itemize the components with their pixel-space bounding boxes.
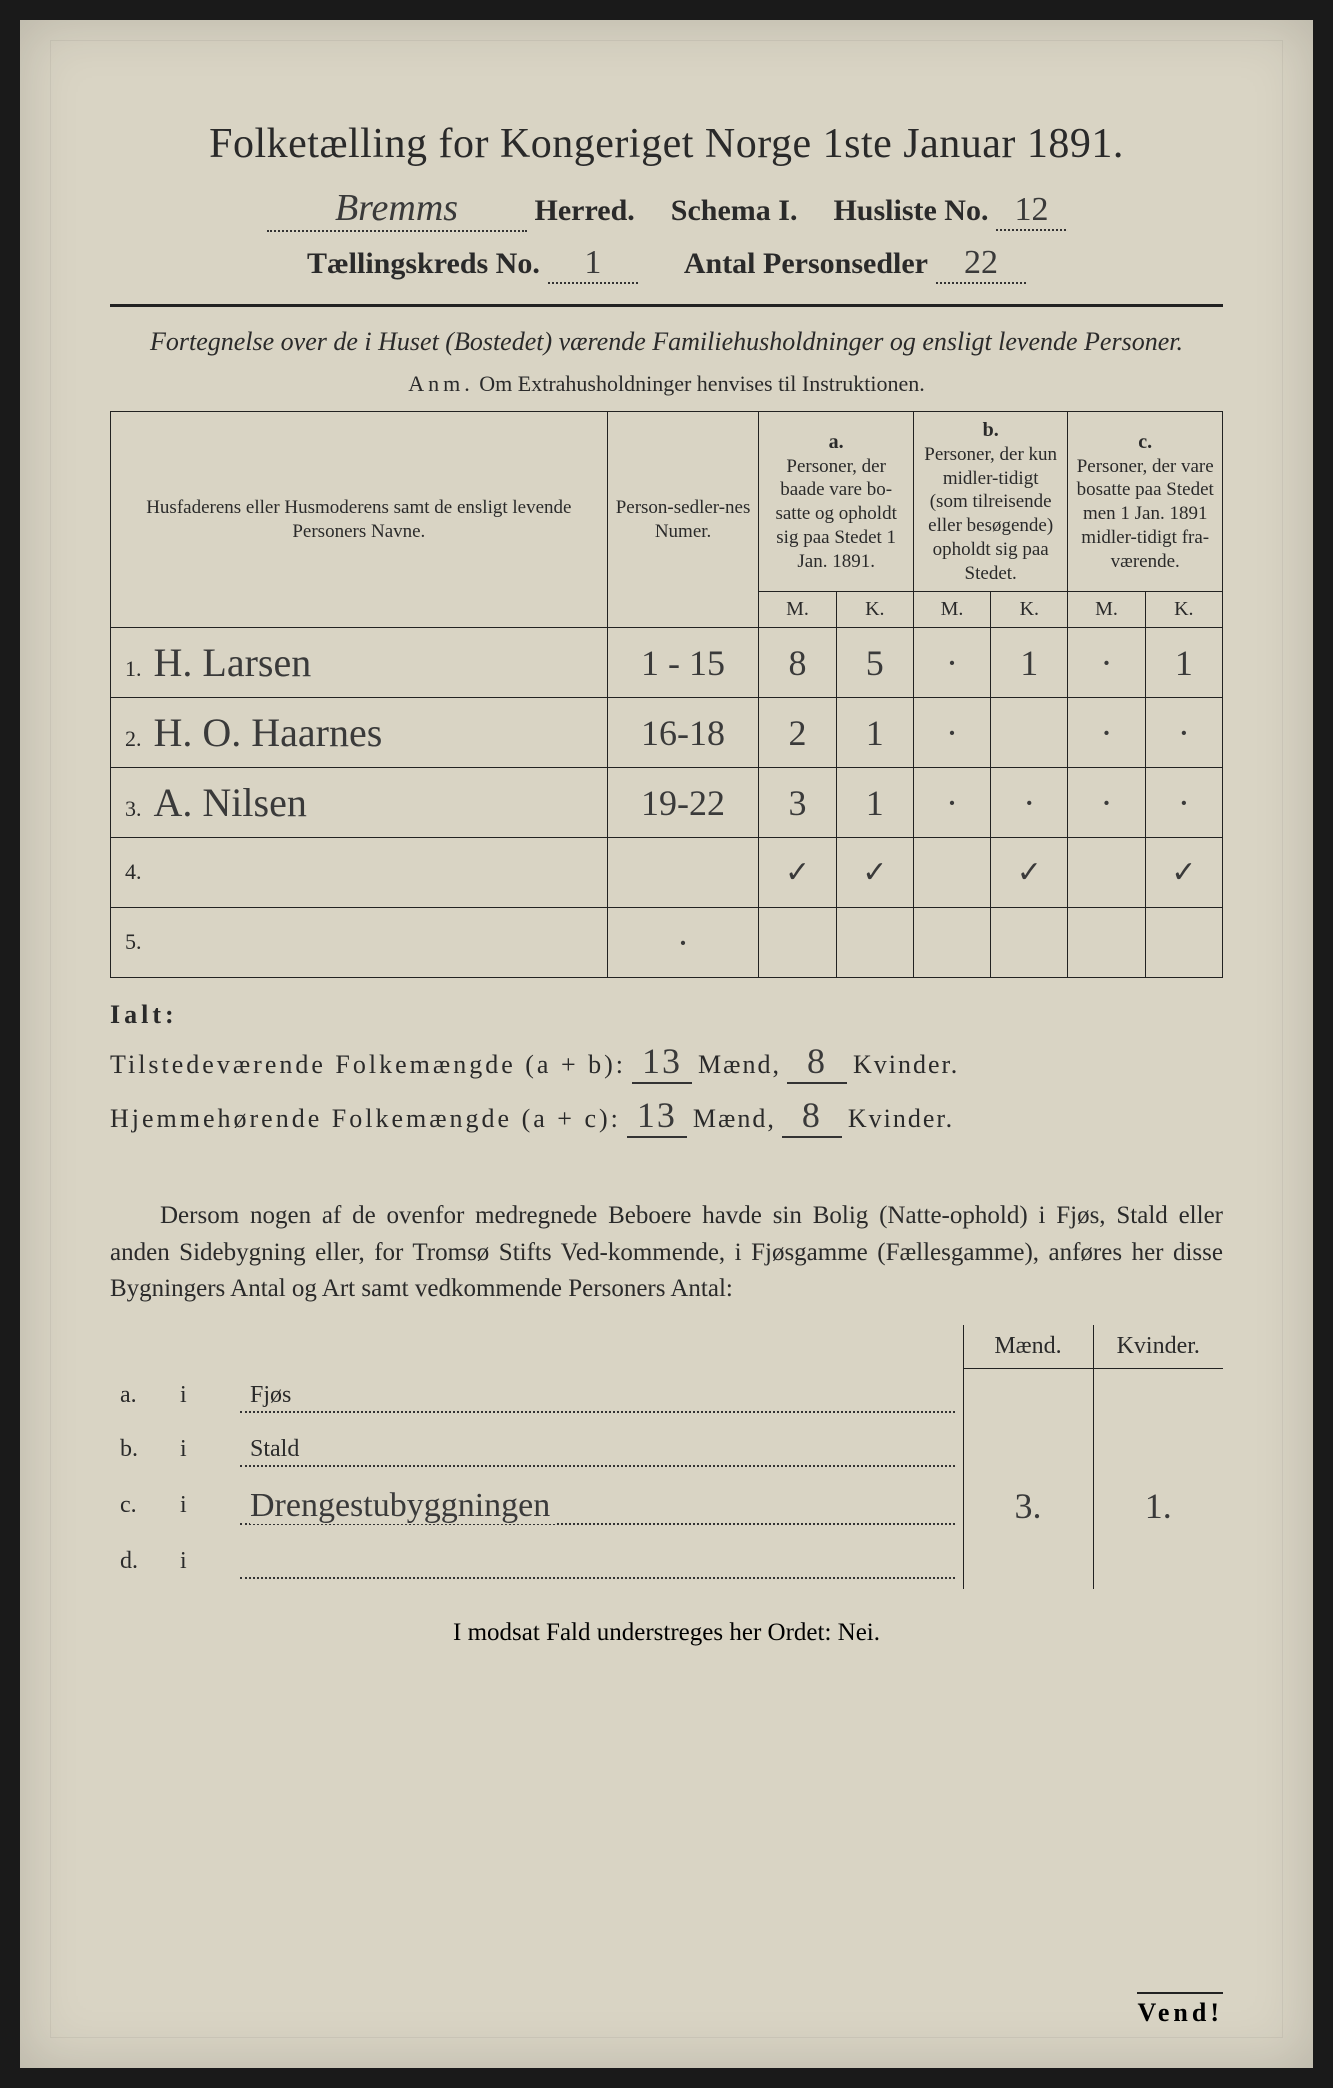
table-row: 4. ✓ ✓ ✓ ✓: [111, 838, 1223, 908]
building-paragraph: Dersom nogen af de ovenfor medregnede Be…: [110, 1198, 1223, 1307]
form-description: Fortegnelse over de i Huset (Bostedet) v…: [110, 325, 1223, 359]
schema-label: Schema I.: [671, 194, 798, 228]
subtitle-row-2: Tællingskreds No. 1 Antal Personsedler 2…: [110, 244, 1223, 284]
table-row: b. i Stald: [110, 1423, 1223, 1477]
col-a-m: M.: [759, 592, 836, 628]
antal-value: 22: [936, 244, 1026, 284]
page-title: Folketælling for Kongeriget Norge 1ste J…: [110, 120, 1223, 168]
col-c: c. Personer, der vare bosatte paa Stedet…: [1068, 411, 1223, 592]
totals-block: Ialt: Tilstedeværende Folkemængde (a + b…: [110, 1000, 1223, 1138]
building-table: Mænd. Kvinder. a. i Fjøs b. i Stald c. i…: [110, 1325, 1223, 1589]
husliste-label: Husliste No.: [833, 194, 988, 228]
census-form-page: Folketælling for Kongeriget Norge 1ste J…: [20, 20, 1313, 2068]
building-c-text: Drengestubyggningen: [250, 1487, 556, 1524]
herred-value: Bremms: [267, 186, 527, 232]
ialt-label: Ialt:: [110, 1000, 1223, 1030]
name-cell: H. Larsen: [154, 640, 312, 685]
herred-label: Herred.: [535, 194, 635, 228]
table-body: 1.H. Larsen 1 - 15 8 5 · 1 · 1 2.H. O. H…: [111, 628, 1223, 978]
bottom-instruction: I modsat Fald understreges her Ordet: Ne…: [110, 1619, 1223, 1647]
table-row: d. i: [110, 1535, 1223, 1589]
totals-row-resident: Hjemmehørende Folkemængde (a + c): 13 Mæ…: [110, 1094, 1223, 1138]
table-row: 3.A. Nilsen 19-22 3 1 · · · ·: [111, 768, 1223, 838]
anm-text: Om Extrahusholdninger henvises til Instr…: [479, 371, 924, 396]
household-table: Husfaderens eller Husmoderens samt de en…: [110, 411, 1223, 979]
col-numer: Person-sedler-nes Numer.: [607, 411, 759, 628]
col-a-k: K.: [836, 592, 913, 628]
divider: [110, 304, 1223, 307]
anm-note: Anm. Om Extrahusholdninger henvises til …: [110, 371, 1223, 397]
kreds-label: Tællingskreds No.: [307, 247, 540, 281]
table-row: 2.H. O. Haarnes 16-18 2 1 · · ·: [111, 698, 1223, 768]
name-cell: H. O. Haarnes: [154, 710, 383, 755]
lower-head-k: Kvinder.: [1093, 1325, 1223, 1369]
name-cell: A. Nilsen: [154, 780, 307, 825]
vend-label: Vend!: [1137, 1992, 1223, 2028]
col-b: b. Personer, der kun midler-tidigt (som …: [913, 411, 1068, 592]
col-c-m: M.: [1068, 592, 1145, 628]
table-row: 1.H. Larsen 1 - 15 8 5 · 1 · 1: [111, 628, 1223, 698]
col-c-k: K.: [1145, 592, 1222, 628]
totals-row-present: Tilstedeværende Folkemængde (a + b): 13 …: [110, 1040, 1223, 1084]
table-row: 5. ·: [111, 908, 1223, 978]
col-names: Husfaderens eller Husmoderens samt de en…: [111, 411, 608, 628]
table-row: c. i Drengestubyggningen 3. 1.: [110, 1477, 1223, 1535]
husliste-value: 12: [996, 191, 1066, 231]
lower-head-m: Mænd.: [963, 1325, 1093, 1369]
col-b-m: M.: [913, 592, 990, 628]
subtitle-row-1: Bremms Herred. Schema I. Husliste No. 12: [110, 186, 1223, 232]
antal-label: Antal Personsedler: [684, 247, 928, 281]
col-a: a. Personer, der baade vare bo-satte og …: [759, 411, 914, 592]
kreds-value: 1: [548, 244, 638, 284]
table-row: a. i Fjøs: [110, 1369, 1223, 1423]
col-b-k: K.: [991, 592, 1068, 628]
anm-label: Anm.: [408, 371, 474, 396]
